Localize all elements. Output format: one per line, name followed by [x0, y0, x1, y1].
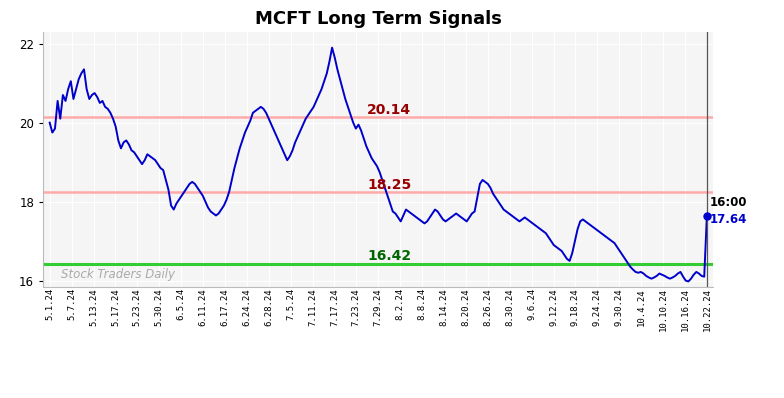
Text: 17.64: 17.64 — [710, 213, 747, 226]
Text: 16.42: 16.42 — [368, 249, 412, 263]
Title: MCFT Long Term Signals: MCFT Long Term Signals — [255, 10, 502, 27]
Text: 16:00: 16:00 — [710, 195, 748, 209]
Text: Stock Traders Daily: Stock Traders Daily — [60, 267, 175, 281]
Text: 20.14: 20.14 — [368, 103, 412, 117]
Text: 18.25: 18.25 — [368, 178, 412, 192]
